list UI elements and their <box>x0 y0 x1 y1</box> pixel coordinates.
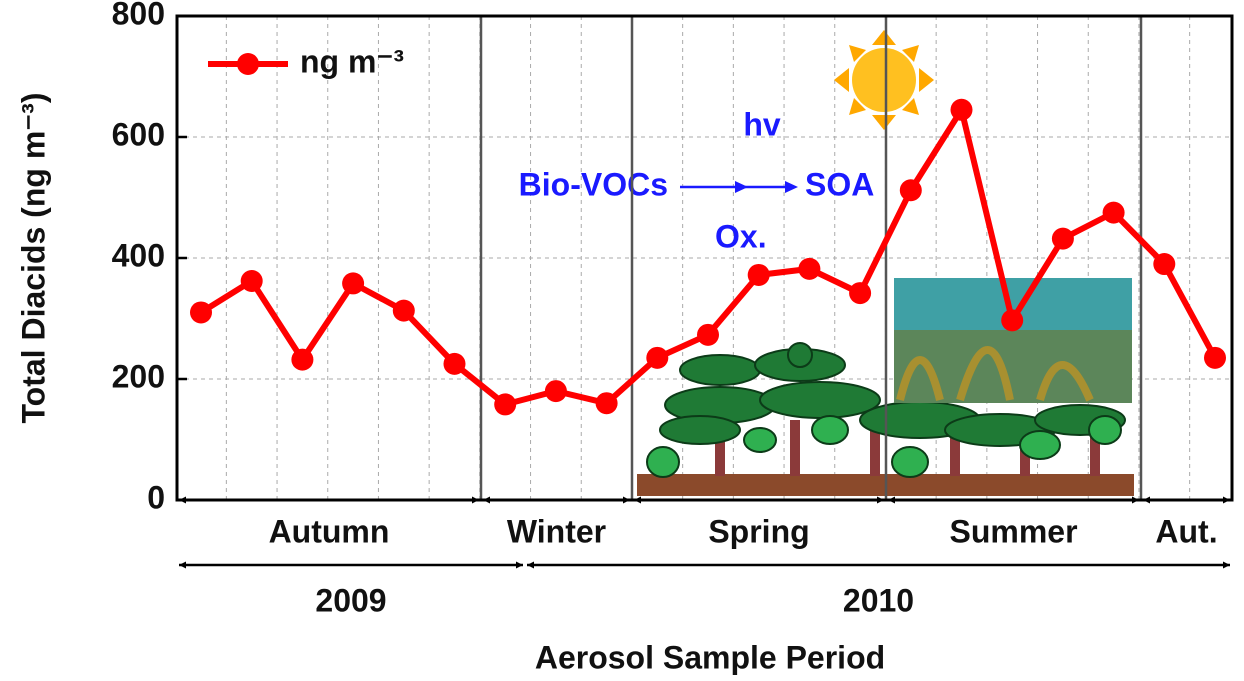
data-point <box>798 257 821 280</box>
season-label: Winter <box>507 513 606 549</box>
y-tick-label: 600 <box>112 116 165 152</box>
data-point <box>443 352 466 375</box>
year-label: 2010 <box>843 582 914 618</box>
data-point <box>1102 201 1125 224</box>
data-point <box>595 392 618 415</box>
data-point <box>646 346 669 369</box>
y-tick-label: 0 <box>147 479 165 515</box>
annotation: hv <box>743 106 781 142</box>
data-point <box>1001 309 1024 332</box>
forest-icon <box>637 342 1134 496</box>
data-point <box>950 98 973 121</box>
season-label: Aut. <box>1155 513 1217 549</box>
data-point <box>494 393 517 416</box>
y-axis-label: Total Diacids (ng m⁻³) <box>15 93 51 424</box>
season-label: Spring <box>708 513 809 549</box>
annotation: Bio-VOCs <box>519 166 668 202</box>
annotation: SOA <box>805 166 874 202</box>
y-tick-label: 800 <box>112 0 165 31</box>
reaction-arrow <box>785 181 798 193</box>
sun-icon <box>834 30 934 130</box>
data-point <box>392 299 415 322</box>
data-point <box>1204 346 1226 369</box>
data-point <box>1051 227 1074 250</box>
data-point <box>544 380 567 403</box>
legend-marker <box>237 53 259 75</box>
data-point <box>849 282 872 305</box>
data-point <box>291 348 314 371</box>
annotation: Ox. <box>715 218 767 254</box>
seaweed-photo <box>894 278 1132 403</box>
x-axis-label: Aerosol Sample Period <box>535 639 885 675</box>
reaction-arrow <box>735 181 748 193</box>
data-point <box>342 272 365 295</box>
data-point <box>1153 253 1176 276</box>
data-point <box>240 269 263 292</box>
legend-label: ng m⁻³ <box>300 43 404 79</box>
year-label: 2009 <box>315 582 386 618</box>
y-tick-label: 200 <box>112 358 165 394</box>
season-label: Autumn <box>269 513 390 549</box>
y-tick-label: 400 <box>112 237 165 273</box>
data-point <box>899 179 922 202</box>
data-point <box>190 301 212 324</box>
data-point <box>747 263 770 286</box>
data-point <box>697 323 719 346</box>
season-label: Summer <box>949 513 1077 549</box>
